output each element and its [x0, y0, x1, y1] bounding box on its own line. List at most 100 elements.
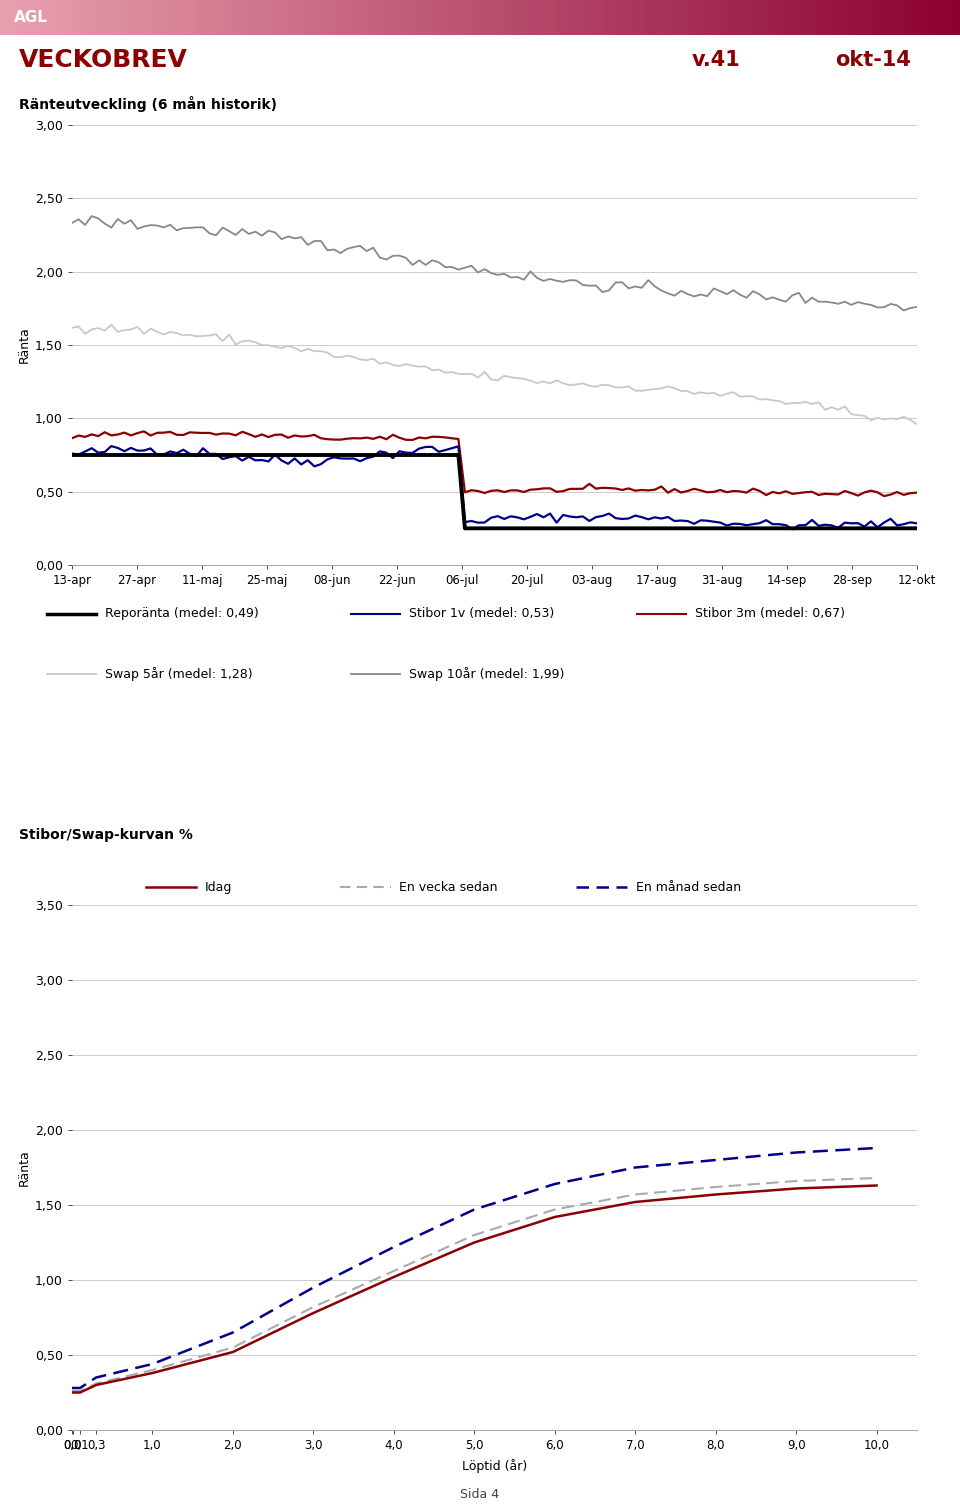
Bar	[662, 0, 665, 35]
Bar	[32, 0, 36, 35]
Bar	[51, 0, 55, 35]
Bar	[627, 0, 631, 35]
Bar	[151, 0, 154, 35]
Bar	[768, 0, 771, 35]
Bar	[521, 0, 525, 35]
Bar	[794, 0, 797, 35]
Bar	[314, 0, 317, 35]
Bar	[36, 0, 38, 35]
Bar	[905, 0, 909, 35]
Bar	[605, 0, 608, 35]
Bar	[243, 0, 247, 35]
Bar	[506, 0, 509, 35]
Text: Stibor/Swap-kurvan %: Stibor/Swap-kurvan %	[19, 829, 193, 842]
Bar	[199, 0, 202, 35]
Bar	[324, 0, 326, 35]
Bar	[288, 0, 291, 35]
Bar	[592, 0, 595, 35]
Bar	[256, 0, 259, 35]
Bar	[295, 0, 298, 35]
Bar	[516, 0, 518, 35]
Bar	[298, 0, 300, 35]
Bar	[237, 0, 240, 35]
Bar	[900, 0, 902, 35]
Text: En månad sedan: En månad sedan	[636, 881, 741, 894]
Bar	[384, 0, 387, 35]
Y-axis label: Ränta: Ränta	[18, 1149, 31, 1185]
Bar	[108, 0, 112, 35]
Bar	[928, 0, 931, 35]
Bar	[80, 0, 84, 35]
Text: Swap 5år (medel: 1,28): Swap 5år (medel: 1,28)	[106, 667, 253, 680]
Bar	[775, 0, 778, 35]
Bar	[374, 0, 377, 35]
Bar	[797, 0, 800, 35]
Bar	[115, 0, 118, 35]
Bar	[339, 0, 343, 35]
Bar	[800, 0, 804, 35]
Bar	[950, 0, 953, 35]
Bar	[576, 0, 579, 35]
Bar	[544, 0, 547, 35]
Bar	[358, 0, 362, 35]
Bar	[362, 0, 365, 35]
Bar	[771, 0, 775, 35]
Bar	[535, 0, 538, 35]
Bar	[355, 0, 358, 35]
Bar	[74, 0, 77, 35]
Bar	[333, 0, 336, 35]
Bar	[720, 0, 723, 35]
Bar	[368, 0, 372, 35]
Bar	[377, 0, 381, 35]
Bar	[780, 0, 784, 35]
Bar	[93, 0, 96, 35]
Bar	[852, 0, 854, 35]
Bar	[118, 0, 122, 35]
Bar	[58, 0, 60, 35]
Bar	[617, 0, 621, 35]
Bar	[276, 0, 278, 35]
Bar	[742, 0, 746, 35]
Bar	[893, 0, 896, 35]
Bar	[55, 0, 58, 35]
Bar	[278, 0, 281, 35]
Bar	[86, 0, 89, 35]
Bar	[96, 0, 99, 35]
Bar	[189, 0, 192, 35]
Bar	[365, 0, 368, 35]
Bar	[134, 0, 137, 35]
Bar	[352, 0, 355, 35]
Bar	[492, 0, 496, 35]
Bar	[425, 0, 429, 35]
Bar	[842, 0, 845, 35]
Bar	[525, 0, 528, 35]
Bar	[70, 0, 74, 35]
Bar	[583, 0, 586, 35]
Bar	[922, 0, 924, 35]
Bar	[250, 0, 252, 35]
Bar	[919, 0, 922, 35]
Bar	[717, 0, 720, 35]
X-axis label: Löptid (år): Löptid (år)	[462, 1459, 527, 1473]
Bar	[406, 0, 410, 35]
Bar	[84, 0, 86, 35]
Bar	[749, 0, 752, 35]
Bar	[204, 0, 208, 35]
Bar	[876, 0, 880, 35]
Bar	[41, 0, 45, 35]
Bar	[880, 0, 883, 35]
Bar	[112, 0, 115, 35]
Bar	[16, 0, 19, 35]
Bar	[19, 0, 22, 35]
Bar	[941, 0, 944, 35]
Bar	[861, 0, 864, 35]
Bar	[45, 0, 48, 35]
Bar	[269, 0, 272, 35]
Bar	[141, 0, 144, 35]
Bar	[867, 0, 871, 35]
Bar	[806, 0, 809, 35]
Bar	[871, 0, 874, 35]
Bar	[634, 0, 636, 35]
Bar	[756, 0, 758, 35]
Bar	[458, 0, 461, 35]
